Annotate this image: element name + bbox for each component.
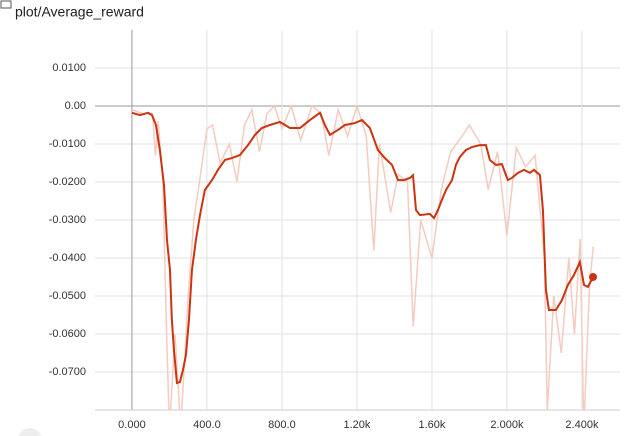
y-tick-label: -0.0500 — [49, 290, 86, 302]
x-tick-label: 1.20k — [343, 419, 370, 431]
decoration — [18, 428, 42, 436]
y-tick-label: -0.0200 — [49, 176, 86, 188]
y-tick-label: -0.0600 — [49, 328, 86, 340]
chart-title: plot/Average_reward — [15, 4, 144, 20]
y-tick-label: 0.00 — [65, 100, 86, 112]
last-point — [589, 273, 597, 281]
x-tick-label: 2.400k — [565, 419, 599, 431]
icon — [0, 0, 12, 9]
x-tick-label: 800.0 — [268, 419, 296, 431]
x-tick-label: 400.0 — [193, 419, 221, 431]
y-tick-label: -0.0100 — [49, 138, 86, 150]
x-tick-label: 2.000k — [490, 419, 524, 431]
y-tick-label: -0.0700 — [49, 366, 86, 378]
series-line — [131, 111, 594, 385]
x-tick-label: 1.60k — [418, 419, 445, 431]
y-tick-label: 0.0100 — [52, 62, 86, 74]
y-tick-label: -0.0400 — [49, 252, 86, 264]
plot — [131, 103, 594, 410]
grid — [95, 30, 620, 411]
y-tick-label: -0.0300 — [49, 214, 86, 226]
series-line — [131, 103, 594, 410]
x-tick-label: 0.000 — [118, 419, 146, 431]
